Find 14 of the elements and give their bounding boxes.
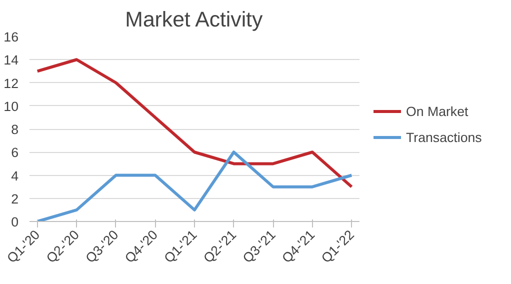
line-series [36,58,354,188]
y-tick-label: 2 [11,191,19,206]
y-tick-label: 14 [4,52,20,68]
y-tick-label: 6 [11,145,19,160]
chart-title: Market Activity [125,8,263,32]
y-tick-label: 4 [11,168,20,184]
y-tick-label: 0 [11,214,19,230]
y-tick-label: 12 [4,76,19,91]
y-tick-label: 8 [11,122,19,137]
legend-label: On Market [406,104,468,118]
y-tick-label: 16 [4,30,19,44]
y-tick-label: 10 [4,98,19,114]
legend-label: Transactions [406,130,482,144]
line-series [36,150,354,222]
